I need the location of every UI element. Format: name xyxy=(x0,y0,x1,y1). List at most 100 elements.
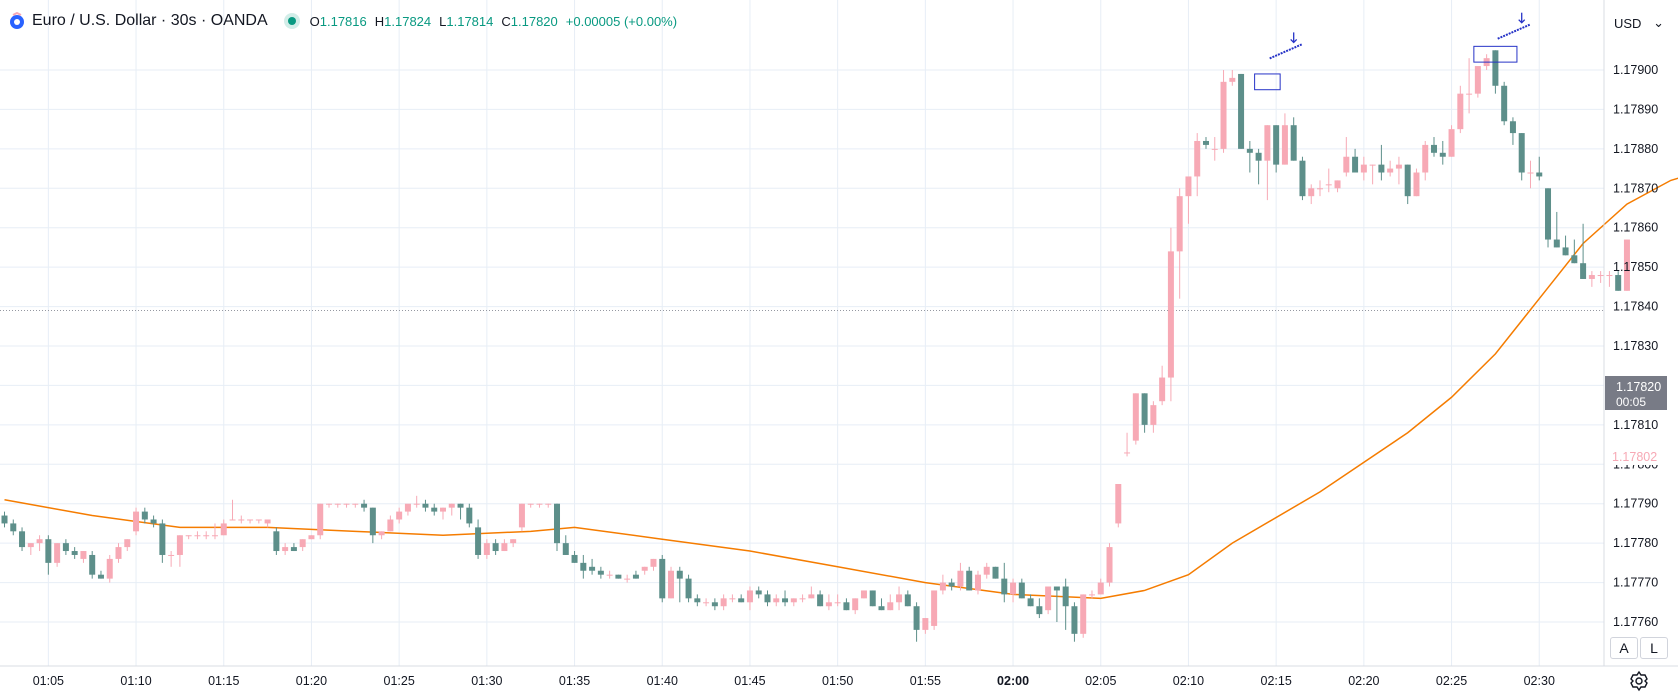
candle xyxy=(361,499,368,512)
candle xyxy=(501,539,508,552)
candle xyxy=(466,503,473,528)
symbol-title[interactable]: Euro / U.S. Dollar · 30s · OANDA xyxy=(32,12,268,29)
candle xyxy=(1036,598,1043,619)
candle xyxy=(106,554,113,583)
time-tick-label: 02:25 xyxy=(1436,674,1467,688)
arrow-head xyxy=(1518,19,1526,24)
candle xyxy=(834,594,841,607)
candle-body xyxy=(1404,164,1411,197)
candle-body xyxy=(1518,133,1525,173)
candle-body xyxy=(589,566,596,571)
candle-body xyxy=(176,535,183,555)
candle xyxy=(571,551,578,563)
candle-body xyxy=(746,590,753,603)
candle-body xyxy=(203,535,210,537)
candle xyxy=(817,590,824,607)
candle xyxy=(36,535,43,552)
auto-scale-button[interactable]: A xyxy=(1610,637,1638,659)
drawing-annotations[interactable] xyxy=(1254,12,1531,91)
candle xyxy=(922,618,929,634)
candle-body xyxy=(1010,582,1017,595)
candle xyxy=(483,539,490,559)
candle-body xyxy=(378,531,385,536)
candle xyxy=(1334,180,1341,193)
candle xyxy=(404,503,411,516)
log-scale-button[interactable]: L xyxy=(1640,637,1668,659)
candle-body xyxy=(1369,164,1376,166)
candle-body xyxy=(527,503,534,505)
candle xyxy=(448,503,455,516)
candle xyxy=(1580,223,1587,279)
close-value: 1.17820 xyxy=(510,13,558,29)
candle-body xyxy=(168,554,175,556)
candle-body xyxy=(562,543,569,555)
candle-body xyxy=(764,594,771,603)
candle-body xyxy=(115,547,122,559)
candle-body xyxy=(124,539,131,548)
candle xyxy=(510,539,517,548)
candle-body xyxy=(632,574,639,579)
currency-dropdown[interactable]: USD ⌄ xyxy=(1606,10,1672,36)
candle-body xyxy=(939,582,946,591)
market-status-icon[interactable] xyxy=(287,17,296,25)
candle xyxy=(1457,85,1464,134)
candle xyxy=(518,503,525,532)
candle xyxy=(1018,578,1025,599)
candle-body xyxy=(1439,152,1446,157)
arrow-head xyxy=(1290,38,1298,44)
candle xyxy=(720,594,727,611)
candle-body xyxy=(1395,164,1402,169)
time-tick-label: 02:20 xyxy=(1348,674,1379,688)
settings-gear-icon[interactable] xyxy=(1628,670,1650,692)
candle xyxy=(185,535,192,540)
candle-body xyxy=(475,527,482,555)
candle xyxy=(843,598,850,611)
high-label: H xyxy=(374,13,385,29)
candle-body xyxy=(62,543,69,552)
time-tick-label: 02:10 xyxy=(1173,674,1204,688)
candle xyxy=(1360,156,1367,181)
candle-body xyxy=(1080,594,1087,634)
last-price-value: 1.17820 xyxy=(1616,380,1661,394)
candle xyxy=(852,598,859,615)
time-tick-label: 02:00 xyxy=(997,674,1029,688)
time-axis[interactable]: 01:05 01:10 01:15 01:20 01:25 01:30 01:35 01:40… xyxy=(33,674,1555,688)
candle-body xyxy=(1501,85,1508,122)
candle-body xyxy=(896,594,903,603)
open-label: O xyxy=(309,13,320,29)
candle xyxy=(19,527,26,552)
candle xyxy=(1150,401,1157,433)
candle-body xyxy=(71,551,78,555)
candle-body xyxy=(1492,50,1499,86)
candle xyxy=(431,503,438,516)
grid-lines xyxy=(0,0,1604,666)
candle-body xyxy=(1097,582,1104,595)
time-tick-label: 02:30 xyxy=(1524,674,1555,688)
change-value: +0.00005 (+0.00%) xyxy=(565,13,678,29)
candle xyxy=(1536,156,1543,181)
tradingview-logo-icon[interactable] xyxy=(8,12,26,30)
candle xyxy=(1343,137,1350,177)
candle xyxy=(624,574,631,583)
candle-body xyxy=(974,574,981,591)
price-axis[interactable]: 1.17900 1.17890 1.17880 1.17870 1.17860 1.178… xyxy=(1613,63,1658,629)
ohlc-values: O1.17816 H1.17824 L1.17814 C1.17820 +0.0… xyxy=(310,14,677,29)
candle-body xyxy=(580,562,587,571)
candle-body xyxy=(1317,188,1323,190)
candle-body xyxy=(492,543,499,552)
candle xyxy=(27,543,34,555)
candle-body xyxy=(904,594,911,607)
candle-body xyxy=(773,598,780,603)
price-tick-label: 1.17890 xyxy=(1613,102,1658,116)
candle-body xyxy=(133,511,140,532)
candle-body xyxy=(1167,251,1174,378)
candle xyxy=(1246,140,1253,173)
candle xyxy=(422,499,429,512)
candle xyxy=(1571,239,1578,264)
candle-body xyxy=(738,598,745,603)
candle-body xyxy=(852,598,859,611)
candle-body xyxy=(887,602,894,611)
candle xyxy=(1273,125,1280,173)
candle-body xyxy=(948,582,955,587)
